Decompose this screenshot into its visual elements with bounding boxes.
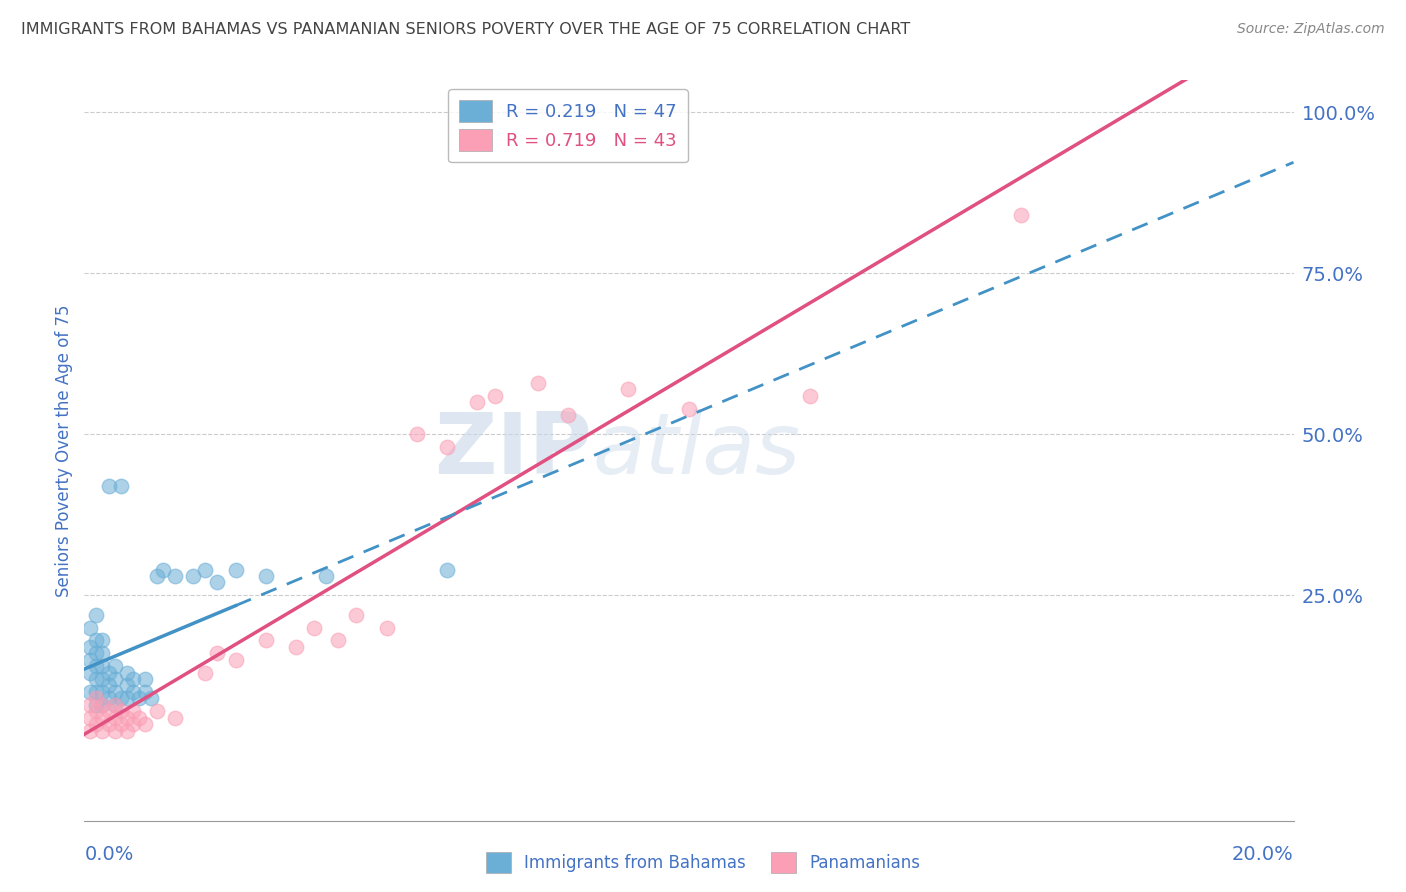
Point — [285, 640, 308, 654]
Point — [134, 717, 156, 731]
Text: 20.0%: 20.0% — [1232, 845, 1294, 863]
Point — [91, 723, 114, 738]
Point — [146, 704, 169, 718]
Point — [104, 711, 127, 725]
Point — [104, 698, 127, 712]
Point — [97, 665, 120, 680]
Point — [1011, 209, 1033, 223]
Point — [557, 408, 579, 422]
Point — [467, 395, 489, 409]
Point — [86, 672, 108, 686]
Text: Source: ZipAtlas.com: Source: ZipAtlas.com — [1237, 22, 1385, 37]
Point — [97, 678, 120, 692]
Point — [165, 569, 187, 583]
Point — [194, 665, 217, 680]
Point — [86, 698, 108, 712]
Point — [104, 698, 127, 712]
Legend: R = 0.219   N = 47, R = 0.719   N = 43: R = 0.219 N = 47, R = 0.719 N = 43 — [449, 89, 688, 162]
Point — [406, 427, 429, 442]
Point — [115, 723, 138, 738]
Text: atlas: atlas — [592, 409, 800, 492]
Point — [79, 640, 101, 654]
Point — [91, 633, 114, 648]
Point — [346, 607, 368, 622]
Point — [86, 659, 108, 673]
Point — [97, 479, 120, 493]
Point — [110, 479, 132, 493]
Point — [79, 653, 101, 667]
Point — [207, 646, 229, 660]
Legend: Immigrants from Bahamas, Panamanians: Immigrants from Bahamas, Panamanians — [479, 846, 927, 880]
Point — [128, 691, 150, 706]
Point — [79, 665, 101, 680]
Point — [315, 569, 337, 583]
Point — [225, 653, 247, 667]
Point — [115, 711, 138, 725]
Point — [134, 672, 156, 686]
Text: ZIP: ZIP — [434, 409, 592, 492]
Point — [79, 723, 101, 738]
Point — [91, 659, 114, 673]
Point — [436, 440, 458, 454]
Point — [79, 620, 101, 634]
Point — [375, 620, 398, 634]
Point — [91, 672, 114, 686]
Point — [97, 717, 120, 731]
Point — [207, 575, 229, 590]
Point — [121, 685, 143, 699]
Point — [86, 633, 108, 648]
Point — [436, 563, 458, 577]
Point — [328, 633, 350, 648]
Point — [104, 685, 127, 699]
Point — [79, 711, 101, 725]
Point — [128, 711, 150, 725]
Point — [91, 685, 114, 699]
Point — [91, 646, 114, 660]
Point — [254, 633, 277, 648]
Point — [121, 672, 143, 686]
Point — [79, 685, 101, 699]
Point — [527, 376, 550, 390]
Point — [86, 717, 108, 731]
Point — [165, 711, 187, 725]
Point — [115, 665, 138, 680]
Text: 0.0%: 0.0% — [84, 845, 134, 863]
Point — [86, 691, 108, 706]
Point — [254, 569, 277, 583]
Point — [115, 691, 138, 706]
Point — [146, 569, 169, 583]
Point — [86, 607, 108, 622]
Point — [91, 698, 114, 712]
Point — [484, 389, 506, 403]
Point — [110, 704, 132, 718]
Point — [104, 723, 127, 738]
Point — [91, 711, 114, 725]
Point — [86, 685, 108, 699]
Point — [152, 563, 174, 577]
Point — [678, 401, 700, 416]
Point — [799, 389, 821, 403]
Point — [104, 672, 127, 686]
Point — [97, 691, 120, 706]
Point — [139, 691, 162, 706]
Point — [302, 620, 325, 634]
Point — [121, 704, 143, 718]
Point — [104, 659, 127, 673]
Point — [97, 704, 120, 718]
Y-axis label: Seniors Poverty Over the Age of 75: Seniors Poverty Over the Age of 75 — [55, 304, 73, 597]
Point — [121, 717, 143, 731]
Point — [79, 698, 101, 712]
Point — [86, 646, 108, 660]
Point — [110, 691, 132, 706]
Point — [110, 717, 132, 731]
Point — [115, 678, 138, 692]
Point — [91, 698, 114, 712]
Text: IMMIGRANTS FROM BAHAMAS VS PANAMANIAN SENIORS POVERTY OVER THE AGE OF 75 CORRELA: IMMIGRANTS FROM BAHAMAS VS PANAMANIAN SE… — [21, 22, 910, 37]
Point — [86, 704, 108, 718]
Point — [617, 382, 640, 396]
Point — [134, 685, 156, 699]
Point — [181, 569, 204, 583]
Point — [225, 563, 247, 577]
Point — [194, 563, 217, 577]
